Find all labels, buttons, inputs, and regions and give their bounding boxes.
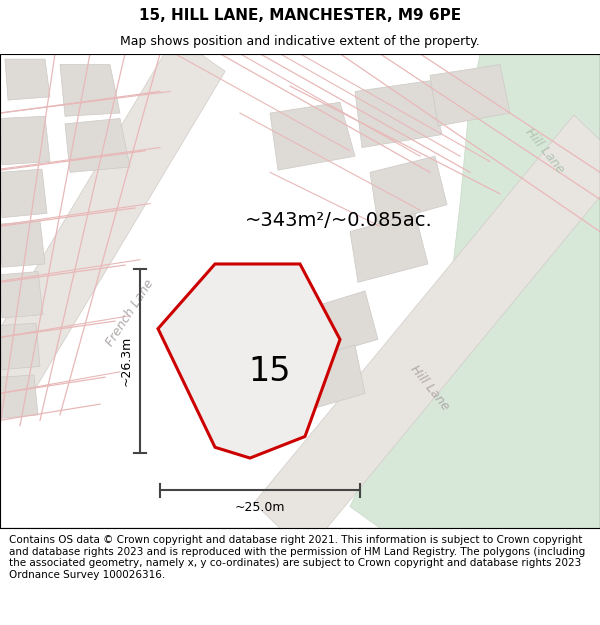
Text: ~25.0m: ~25.0m [235, 501, 285, 514]
Text: Contains OS data © Crown copyright and database right 2021. This information is : Contains OS data © Crown copyright and d… [9, 535, 585, 580]
Polygon shape [350, 213, 428, 282]
Text: 15, HILL LANE, MANCHESTER, M9 6PE: 15, HILL LANE, MANCHESTER, M9 6PE [139, 8, 461, 22]
Polygon shape [0, 271, 43, 318]
Text: 15: 15 [249, 355, 291, 388]
Polygon shape [0, 116, 50, 165]
Text: Map shows position and indicative extent of the property.: Map shows position and indicative extent… [120, 36, 480, 48]
Polygon shape [370, 156, 447, 224]
Polygon shape [0, 221, 45, 268]
Text: Hill Lane: Hill Lane [523, 126, 567, 176]
Polygon shape [0, 169, 47, 217]
Polygon shape [65, 119, 130, 172]
Polygon shape [350, 54, 600, 528]
Polygon shape [285, 345, 365, 415]
Text: ~343m²/~0.085ac.: ~343m²/~0.085ac. [245, 211, 433, 231]
Text: French Lane: French Lane [104, 277, 157, 348]
Polygon shape [0, 36, 225, 406]
Polygon shape [158, 264, 340, 458]
Text: ~26.3m: ~26.3m [119, 336, 133, 386]
Polygon shape [0, 375, 38, 418]
Polygon shape [0, 323, 40, 369]
Polygon shape [295, 291, 378, 361]
Polygon shape [270, 102, 355, 170]
Polygon shape [5, 59, 50, 100]
Polygon shape [430, 64, 510, 126]
Polygon shape [355, 81, 442, 148]
Polygon shape [60, 64, 120, 116]
Text: Hill Lane: Hill Lane [408, 363, 452, 413]
Polygon shape [254, 115, 600, 553]
